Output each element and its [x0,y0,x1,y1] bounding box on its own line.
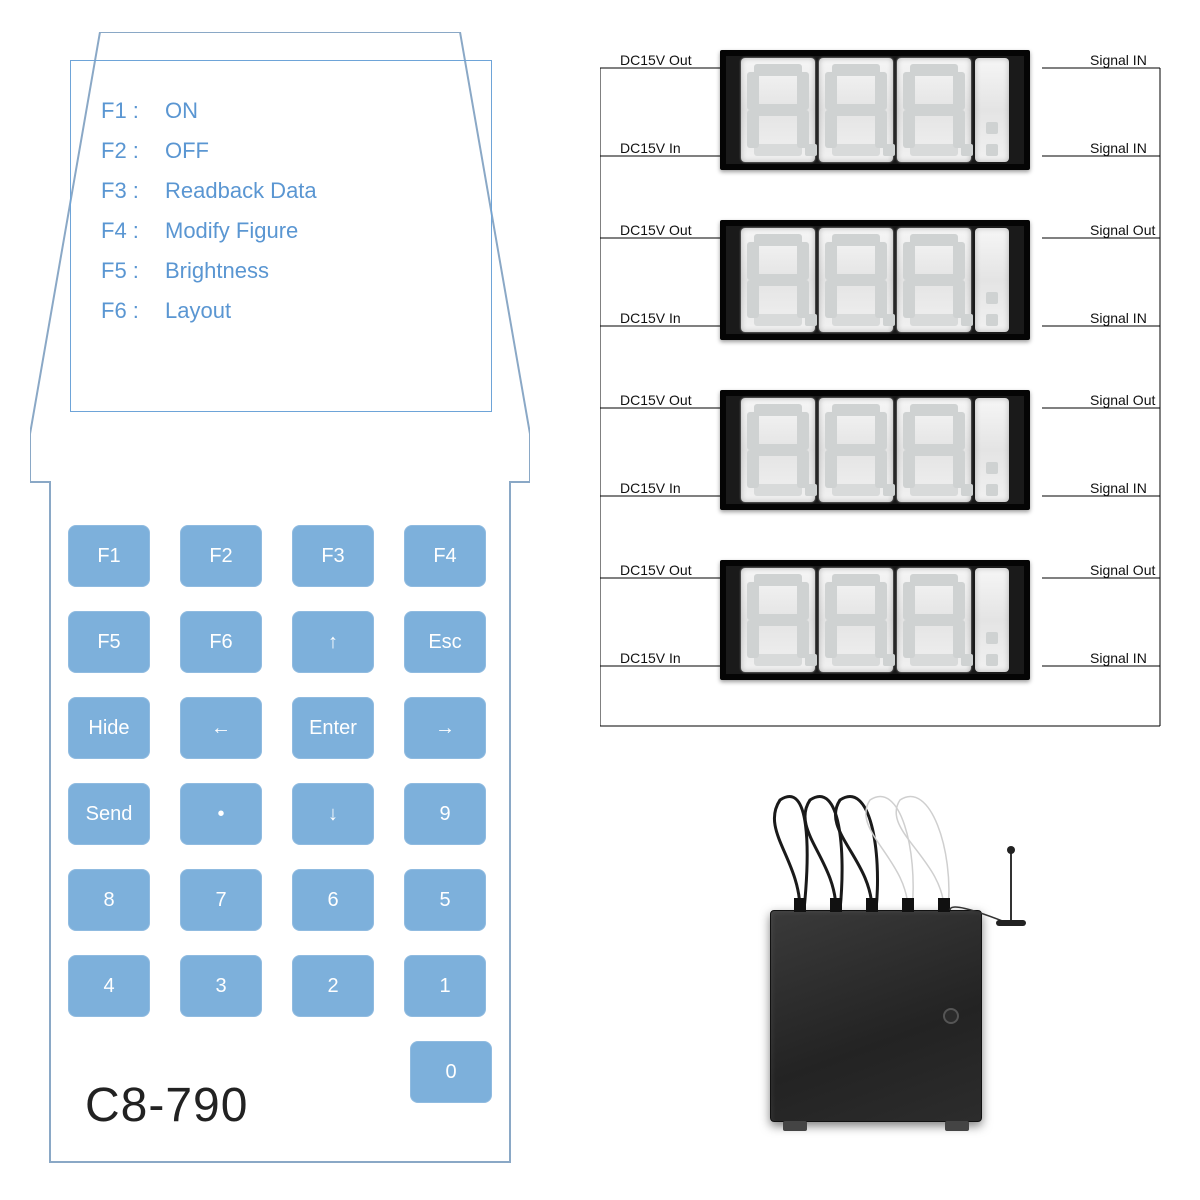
key-f3[interactable]: F3 [292,525,374,587]
key-send[interactable]: Send [68,783,150,845]
function-key: F4 : [101,211,165,251]
key-[interactable]: ↓ [292,783,374,845]
function-label: Brightness [165,251,269,291]
key-f1[interactable]: F1 [68,525,150,587]
key-f2[interactable]: F2 [180,525,262,587]
function-row: F6 :Layout [101,291,317,331]
key-[interactable]: → [404,697,486,759]
model-label: C8-790 [85,1078,248,1133]
function-key: F6 : [101,291,165,331]
function-key: F1 : [101,91,165,131]
function-row: F5 :Brightness [101,251,317,291]
key-f5[interactable]: F5 [68,611,150,673]
function-row: F4 :Modify Figure [101,211,317,251]
function-label: Readback Data [165,171,317,211]
key-8[interactable]: 8 [68,869,150,931]
key-4[interactable]: 4 [68,955,150,1017]
function-label: Layout [165,291,231,331]
key-f6[interactable]: F6 [180,611,262,673]
key-5[interactable]: 5 [404,869,486,931]
antenna-icon [1010,850,1012,920]
key-6[interactable]: 6 [292,869,374,931]
key-1[interactable]: 1 [404,955,486,1017]
function-label: ON [165,91,198,131]
key-hide[interactable]: Hide [68,697,150,759]
function-label: Modify Figure [165,211,298,251]
key-[interactable]: • [180,783,262,845]
function-key: F5 : [101,251,165,291]
key-esc[interactable]: Esc [404,611,486,673]
key-2[interactable]: 2 [292,955,374,1017]
remote-screen: F1 :ONF2 :OFFF3 :Readback DataF4 :Modify… [70,60,492,412]
function-key: F2 : [101,131,165,171]
key-enter[interactable]: Enter [292,697,374,759]
key-3[interactable]: 3 [180,955,262,1017]
function-list: F1 :ONF2 :OFFF3 :Readback DataF4 :Modify… [101,91,317,331]
function-row: F2 :OFF [101,131,317,171]
wiring-diagram: DC15V OutSignal INDC15V InSignal INDC15V… [600,30,1180,1170]
key-0[interactable]: 0 [410,1041,492,1103]
function-key: F3 : [101,171,165,211]
function-label: OFF [165,131,209,171]
key-[interactable]: ← [180,697,262,759]
key-f4[interactable]: F4 [404,525,486,587]
keypad: F1 F2 F3 F4 F5 F6 ↑ Esc Hide ← Enter → Send • ↓ 9 8765 43… [68,525,492,1127]
function-row: F3 :Readback Data [101,171,317,211]
key-7[interactable]: 7 [180,869,262,931]
key-[interactable]: ↑ [292,611,374,673]
function-row: F1 :ON [101,91,317,131]
key-9[interactable]: 9 [404,783,486,845]
